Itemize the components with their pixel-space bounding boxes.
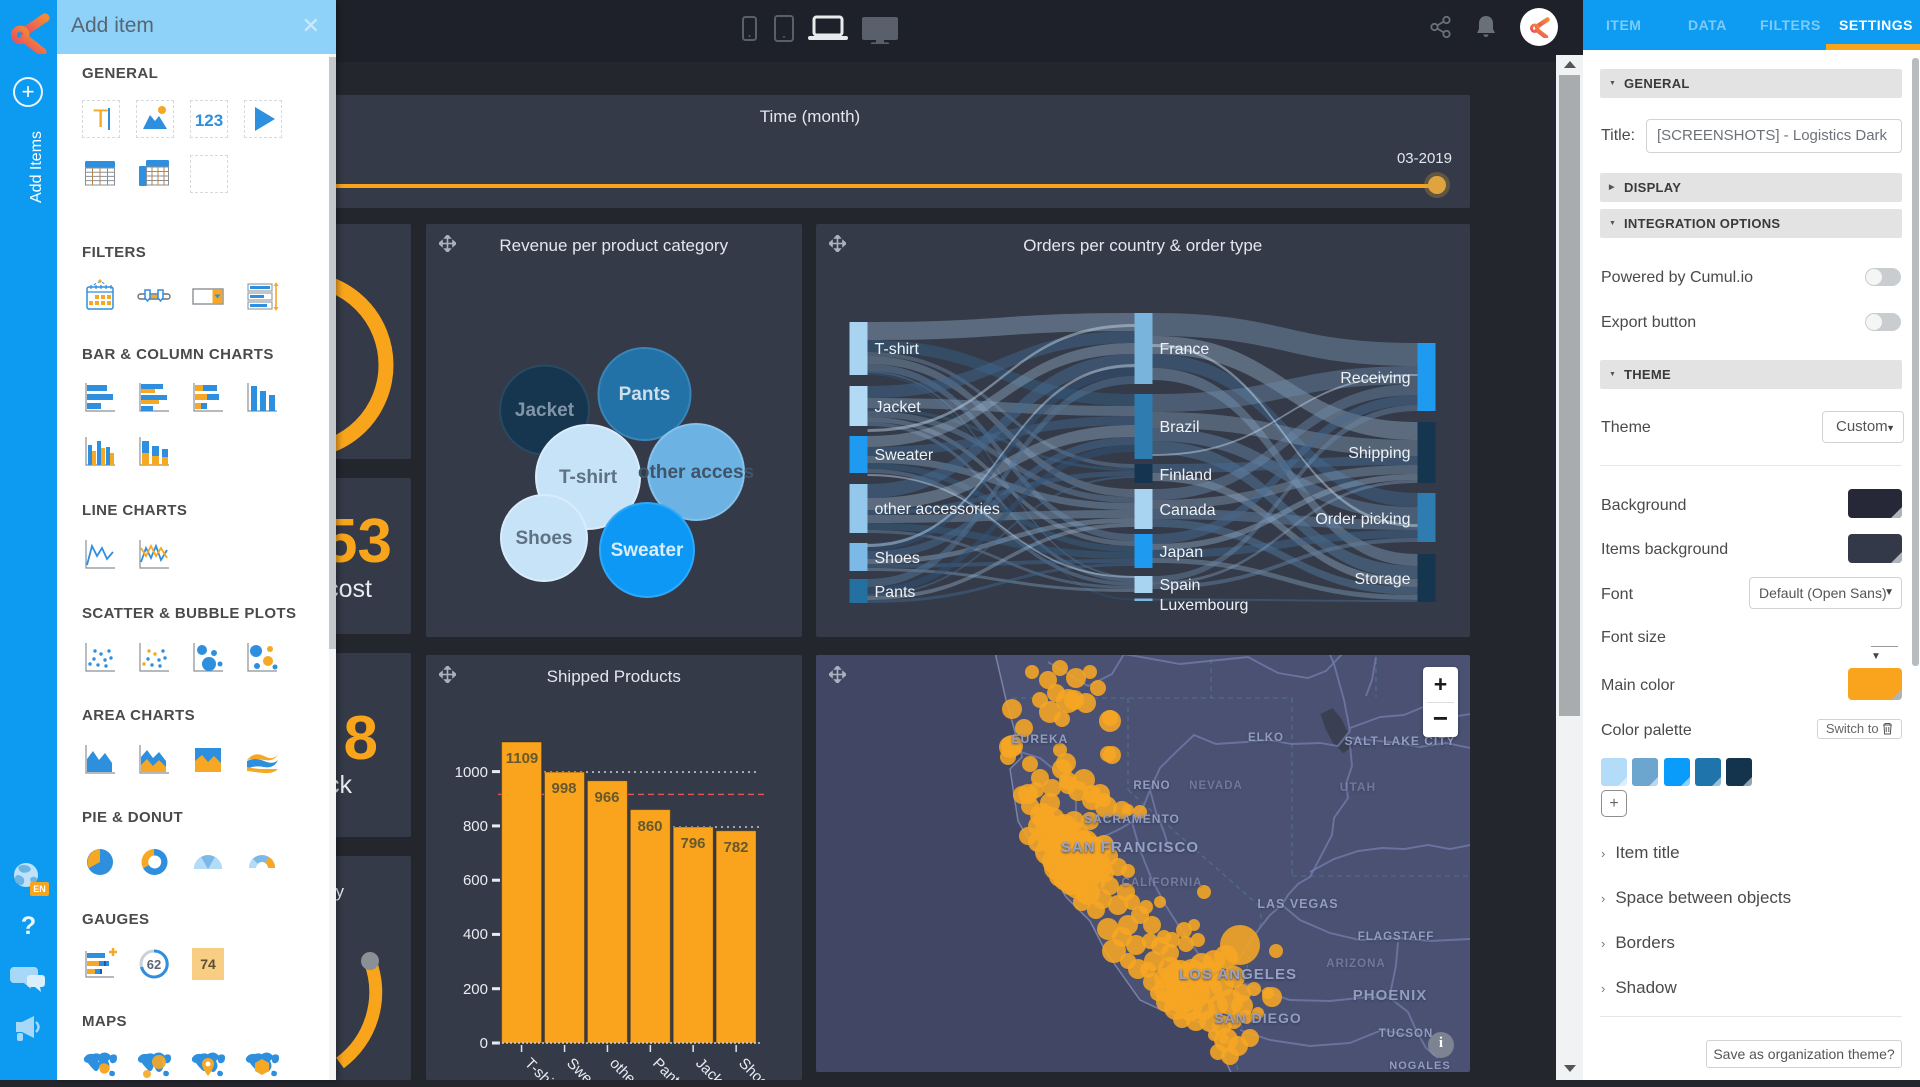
svg-text:Shipping: Shipping [1348, 445, 1410, 462]
svg-text:Jacket: Jacket [874, 399, 921, 416]
svg-text:123: 123 [195, 111, 223, 130]
svg-text:EUREKA: EUREKA [1011, 732, 1068, 746]
svg-text:other accessories: other accessories [874, 501, 999, 518]
svg-text:Spain: Spain [1159, 577, 1200, 594]
svg-text:Luxembourg: Luxembourg [1159, 597, 1248, 614]
svg-text:200: 200 [463, 981, 488, 998]
svg-text:ELKO: ELKO [1248, 732, 1284, 744]
svg-text:LOS ANGELES: LOS ANGELES [1179, 966, 1297, 983]
svg-text:1109: 1109 [506, 750, 539, 767]
svg-text:ARIZONA: ARIZONA [1326, 958, 1385, 970]
svg-text:800: 800 [463, 818, 488, 835]
svg-text:LAS VEGAS: LAS VEGAS [1257, 897, 1338, 911]
svg-text:62: 62 [147, 957, 161, 972]
svg-text:Pants: Pants [619, 384, 671, 405]
svg-text:Sweater: Sweater [563, 1055, 614, 1080]
svg-text:400: 400 [463, 926, 488, 943]
svg-text:T-shirt: T-shirt [521, 1055, 563, 1080]
svg-text:Sweater: Sweater [611, 540, 684, 561]
svg-text:Finland: Finland [1159, 467, 1211, 484]
svg-text:1000: 1000 [455, 764, 488, 781]
svg-text:Brazil: Brazil [1159, 419, 1199, 436]
svg-text:T-shirt: T-shirt [559, 467, 618, 488]
svg-text:966: 966 [594, 789, 619, 806]
svg-text:UTAH: UTAH [1339, 780, 1375, 794]
svg-text:782: 782 [723, 839, 748, 856]
svg-text:998: 998 [551, 780, 576, 797]
svg-text:NOGALES: NOGALES [1389, 1060, 1450, 1072]
svg-text:796: 796 [680, 835, 705, 852]
svg-text:FLAGSTAFF: FLAGSTAFF [1357, 931, 1434, 943]
svg-text:France: France [1159, 341, 1209, 358]
svg-text:600: 600 [463, 872, 488, 889]
svg-text:Shoes: Shoes [735, 1055, 777, 1080]
svg-text:PHOENIX: PHOENIX [1352, 987, 1427, 1004]
svg-text:SALT LAKE CITY: SALT LAKE CITY [1344, 734, 1455, 748]
svg-text:SACRAMENTO: SACRAMENTO [1084, 812, 1180, 826]
svg-text:Order picking: Order picking [1315, 511, 1410, 528]
svg-text:T: T [93, 105, 108, 133]
svg-text:Pants: Pants [649, 1055, 688, 1080]
svg-text:860: 860 [637, 818, 662, 835]
svg-text:Pants: Pants [874, 584, 915, 601]
svg-text:SAN FRANCISCO: SAN FRANCISCO [1060, 839, 1198, 856]
svg-text:74: 74 [200, 956, 216, 972]
svg-text:NEVADA: NEVADA [1189, 780, 1243, 792]
svg-text:RENO: RENO [1133, 780, 1170, 792]
svg-text:other access: other access [638, 462, 754, 483]
svg-text:Storage: Storage [1354, 571, 1410, 588]
svg-text:Canada: Canada [1159, 502, 1215, 519]
svg-text:TUCSON: TUCSON [1378, 1028, 1433, 1040]
svg-text:Japan: Japan [1159, 544, 1203, 561]
svg-text:0: 0 [480, 1035, 488, 1052]
svg-text:Shoes: Shoes [874, 550, 919, 567]
svg-text:Shoes: Shoes [515, 528, 572, 549]
svg-text:Jacket: Jacket [515, 400, 575, 421]
svg-text:SAN DIEGO: SAN DIEGO [1214, 1010, 1302, 1026]
svg-text:Jacket: Jacket [692, 1055, 735, 1080]
svg-text:Sweater: Sweater [874, 447, 933, 464]
svg-text:CALIFORNIA: CALIFORNIA [1121, 877, 1202, 889]
svg-text:other a: other a [606, 1055, 652, 1080]
svg-text:Receiving: Receiving [1340, 370, 1410, 387]
svg-text:T-shirt: T-shirt [874, 341, 919, 358]
